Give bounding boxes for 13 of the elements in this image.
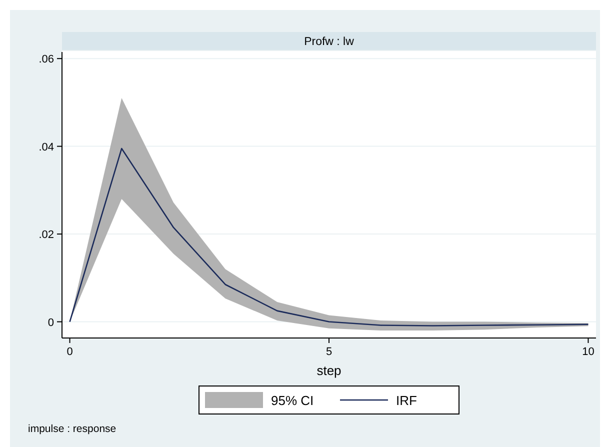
text: 95% CI [271,393,314,408]
y-tick-label: .06 [38,54,54,66]
x-tick-label: 0 [66,346,73,358]
y-tick-label: 0 [48,316,54,329]
x-axis-title: step [316,363,342,378]
line-series [69,148,589,326]
x-tick-label: 5 [326,346,332,358]
x-tick-label: 10 [582,346,594,358]
legend-label: IRF [396,393,417,408]
text: impulse : response [28,423,116,435]
y-tick-label: .04 [38,141,54,154]
chart-subtitle: Profw : lw [304,36,355,48]
y-tick-label: .02 [38,229,54,242]
